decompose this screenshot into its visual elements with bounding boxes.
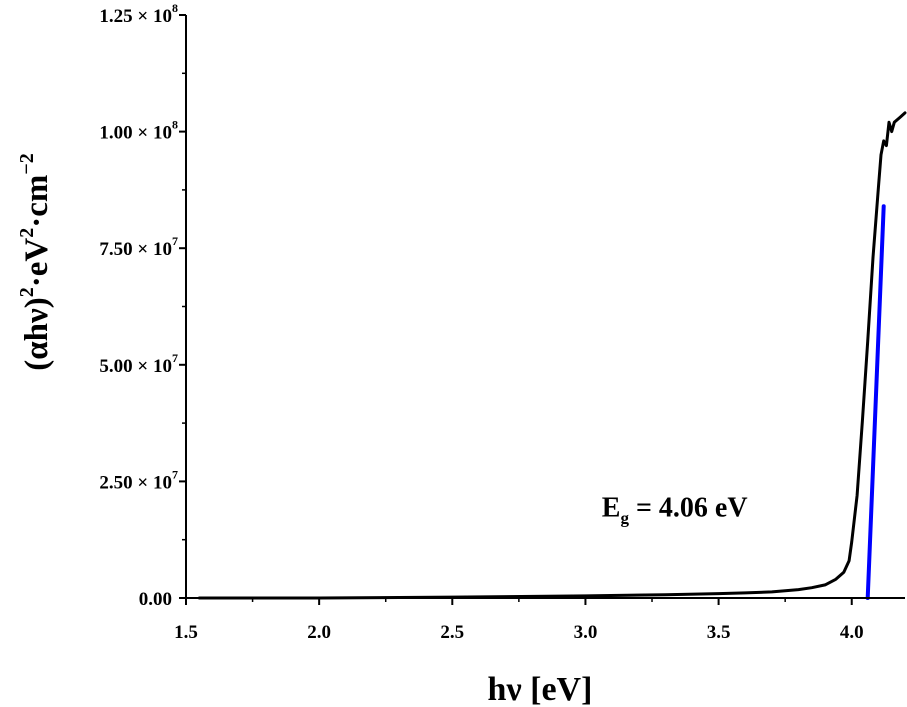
y-tick-label: 2.50 × 107 — [99, 467, 178, 493]
x-axis-title: hν [eV] — [488, 671, 593, 707]
series-layer — [197, 111, 907, 600]
x-tick-label: 2.0 — [307, 622, 331, 643]
y-axis-title-tail: ·cm — [19, 175, 55, 228]
band-gap-annotation-sub: g — [620, 509, 629, 528]
ticks-layer: 1.5 2.0 2.5 3.0 3.5 4.0 0.00 2.50 × 107 5.00 × 1… — [99, 1, 863, 643]
y-tick-label: 5.00 × 107 — [99, 351, 178, 377]
y-axis-title-mid: ·eV — [19, 238, 55, 288]
x-tick-label: 3.0 — [574, 622, 598, 643]
y-axis-title-sup1: 2 — [16, 287, 38, 297]
y-tick-label: 0.00 — [139, 589, 172, 610]
x-tick-label: 4.0 — [840, 622, 864, 643]
y-axis-title-sup3: −2 — [16, 153, 38, 174]
tauc-fit-line — [865, 204, 886, 600]
band-gap-annotation: Eg = 4.06 eV — [602, 493, 748, 528]
x-tick-label: 3.5 — [707, 622, 731, 643]
band-gap-annotation-rest: = 4.06 eV — [629, 493, 748, 524]
axes-layer — [185, 15, 905, 599]
y-tick-label: 7.50 × 107 — [99, 234, 178, 260]
absorption-curve — [197, 111, 907, 600]
x-tick-label: 1.5 — [174, 622, 198, 643]
y-axis-title: (αhν)2·eV2·cm−2 — [16, 153, 55, 371]
y-tick-label: 1.00 × 108 — [99, 118, 178, 144]
x-tick-label: 2.5 — [440, 622, 464, 643]
band-gap-annotation-main: E — [602, 493, 621, 524]
y-axis-title-base: (αhν) — [19, 297, 55, 371]
y-axis-title-sup2: 2 — [16, 228, 38, 238]
y-tick-label: 1.25 × 108 — [99, 1, 178, 27]
